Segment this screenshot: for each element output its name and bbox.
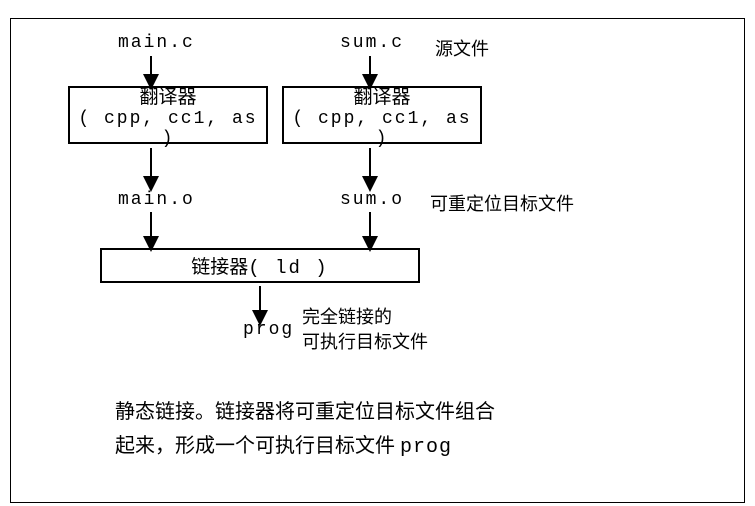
caption-line2b: prog	[400, 436, 452, 459]
output-label-line2: 可执行目标文件	[302, 330, 428, 355]
source-sum: sum.c	[340, 33, 404, 53]
caption-line1: 静态链接。链接器将可重定位目标文件组合	[115, 395, 495, 429]
linker-box: 链接器( ld )	[100, 248, 420, 283]
translator-main-box: 翻译器 ( cpp, cc1, as )	[68, 86, 268, 144]
object-sum: sum.o	[340, 190, 404, 210]
output-prog: prog	[243, 320, 294, 340]
source-main: main.c	[118, 33, 195, 53]
translator-main-title: 翻译器	[139, 82, 196, 109]
caption: 静态链接。链接器将可重定位目标文件组合 起来，形成一个可执行目标文件 prog	[115, 395, 495, 465]
translator-main-subtitle: ( cpp, cc1, as )	[70, 109, 266, 149]
output-label: 完全链接的 可执行目标文件	[302, 305, 428, 355]
flowchart: main.c sum.c 源文件 翻译器 ( cpp, cc1, as ) 翻译…	[0, 0, 755, 506]
translator-sum-title: 翻译器	[353, 82, 410, 109]
linker-en: ( ld )	[248, 257, 328, 279]
source-label: 源文件	[435, 35, 489, 61]
linker-cn: 链接器	[191, 257, 248, 278]
caption-line2a: 起来，形成一个可执行目标文件	[115, 435, 400, 457]
linker-text: 链接器( ld )	[191, 252, 328, 279]
object-main: main.o	[118, 190, 195, 210]
caption-line2: 起来，形成一个可执行目标文件 prog	[115, 429, 495, 465]
translator-sum-box: 翻译器 ( cpp, cc1, as )	[282, 86, 482, 144]
object-label: 可重定位目标文件	[430, 190, 574, 216]
output-label-line1: 完全链接的	[302, 305, 428, 330]
translator-sum-subtitle: ( cpp, cc1, as )	[284, 109, 480, 149]
